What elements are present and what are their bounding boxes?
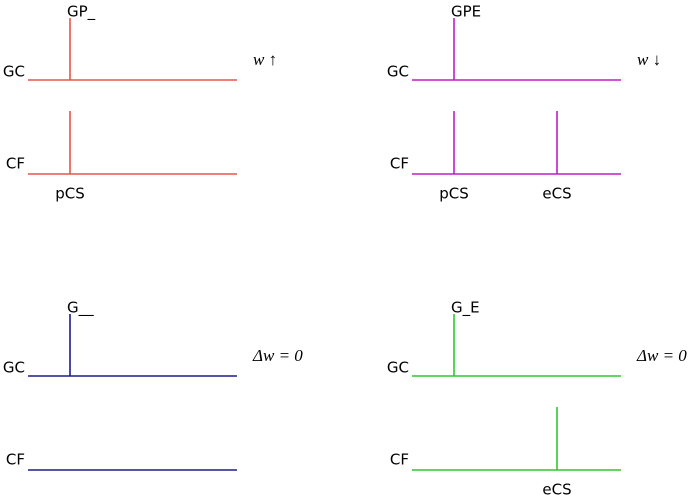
panel-title: GPE [451, 3, 481, 21]
annotation: w ↓ [637, 50, 661, 69]
marker-label: eCS [542, 185, 571, 203]
marker-label: pCS [55, 185, 85, 203]
annotation: Δw = 0 [636, 346, 687, 365]
row-label: CF [6, 155, 25, 173]
marker-label: pCS [439, 185, 469, 203]
row-label: GC [387, 63, 409, 81]
panel-title: GP_ [67, 3, 96, 22]
row-label: GC [3, 63, 25, 81]
row-label: GC [3, 359, 25, 377]
row-label: CF [390, 155, 409, 173]
annotation: Δw = 0 [252, 346, 303, 365]
row-label: GC [387, 359, 409, 377]
marker-label: eCS [542, 481, 571, 495]
annotation: w ↑ [253, 50, 277, 69]
row-label: CF [6, 451, 25, 469]
panel-title: G_E [451, 299, 480, 318]
row-label: CF [390, 451, 409, 469]
panel-title: G__ [67, 299, 94, 318]
